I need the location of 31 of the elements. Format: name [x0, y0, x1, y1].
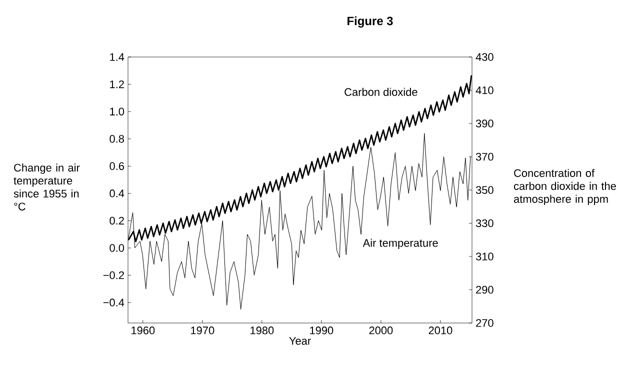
y2-tick-label: 370	[476, 152, 494, 161]
y2-tick-label: 270	[476, 319, 494, 327]
y-tick-label: −0.2	[103, 271, 124, 280]
y-axis-title: Change in air temperature since 1955 in °C	[14, 164, 80, 210]
x-tick-label: 2010	[428, 326, 452, 334]
series-label: Carbon dioxide	[344, 88, 418, 96]
x-tick-label: 1990	[310, 326, 334, 334]
x-tick-label: 1970	[191, 326, 214, 334]
y-tick-label: 1.4	[110, 53, 124, 61]
x-tick-label: 1980	[250, 326, 274, 334]
y-tick-label: 0.0	[110, 244, 124, 252]
y2-tick-label: 390	[476, 120, 494, 128]
y-tick-label: 1.2	[110, 80, 124, 88]
y-tick-label: 1.0	[110, 108, 124, 116]
y2-tick-label: 290	[476, 286, 494, 294]
y-tick-label: 0.6	[110, 162, 124, 170]
y2-tick-label: 410	[476, 86, 494, 94]
y2-tick-label: 350	[476, 186, 494, 194]
x-axis-title: Year	[289, 337, 311, 345]
y-tick-label: 0.2	[110, 216, 124, 225]
series-label: Air temperature	[362, 238, 438, 249]
x-tick-label: 1960	[132, 326, 155, 334]
y-tick-label: −0.4	[103, 298, 124, 306]
chart-title: Figure 3	[348, 16, 393, 28]
y2-tick-label: 330	[476, 219, 494, 228]
y2-axis-title: Concentration of carbon dioxide in the atmosphere in ppm	[514, 168, 616, 206]
y-tick-label: 0.4	[110, 190, 124, 198]
y-tick-label: 0.8	[110, 134, 124, 143]
x-tick-label: 2000	[369, 326, 393, 334]
y2-tick-label: 430	[476, 53, 494, 61]
y2-tick-label: 310	[476, 252, 494, 260]
